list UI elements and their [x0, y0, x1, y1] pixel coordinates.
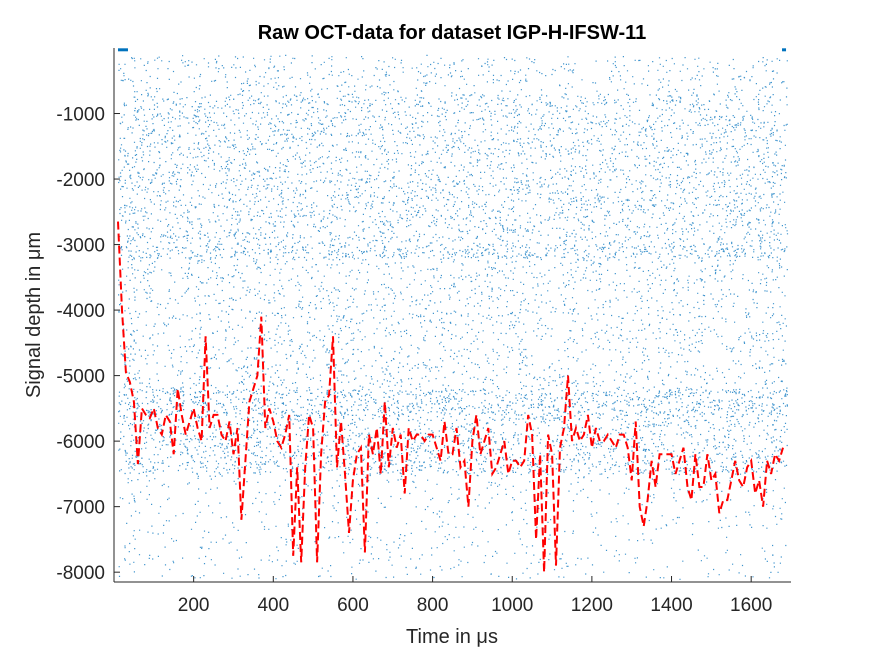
x-tick-label: 1000	[491, 595, 533, 616]
y-axis-label: Signal depth in μm	[23, 232, 45, 398]
plot-background	[114, 48, 791, 582]
y-tick-label: -7000	[56, 498, 105, 519]
axes	[113, 48, 791, 583]
y-tick-label: -4000	[56, 301, 105, 322]
x-tick-labels: 200 400 600 800 1000 1200 1400 1600	[178, 595, 773, 616]
top-right-marker	[782, 48, 787, 52]
x-tick-label: 1600	[730, 595, 772, 616]
red-dashed-series	[117, 221, 784, 573]
y-tick-label: -2000	[56, 170, 105, 191]
x-tick-label: 200	[178, 595, 210, 616]
top-left-marker	[117, 48, 128, 52]
y-tick-label: -1000	[56, 105, 105, 126]
y-tick-label: -5000	[56, 367, 105, 388]
scatter-points	[117, 48, 789, 580]
y-tick-label: -3000	[56, 236, 105, 257]
y-tick-labels: -1000 -2000 -3000 -4000 -5000 -6000 -7000 -8000	[56, 105, 105, 585]
y-tick-label: -6000	[56, 432, 105, 453]
chart-title: Raw OCT-data for dataset IGP-H-IFSW-11	[258, 22, 647, 44]
x-tick-label: 800	[417, 595, 449, 616]
threshold-line-layer	[117, 221, 784, 573]
x-tick-label: 600	[337, 595, 369, 616]
y-tick-label: -8000	[56, 563, 105, 584]
plot-area	[114, 48, 791, 582]
x-tick-label: 400	[257, 595, 289, 616]
x-axis-label: Time in μs	[406, 626, 498, 648]
x-tick-label: 1400	[650, 595, 692, 616]
x-tick-label: 1200	[571, 595, 613, 616]
